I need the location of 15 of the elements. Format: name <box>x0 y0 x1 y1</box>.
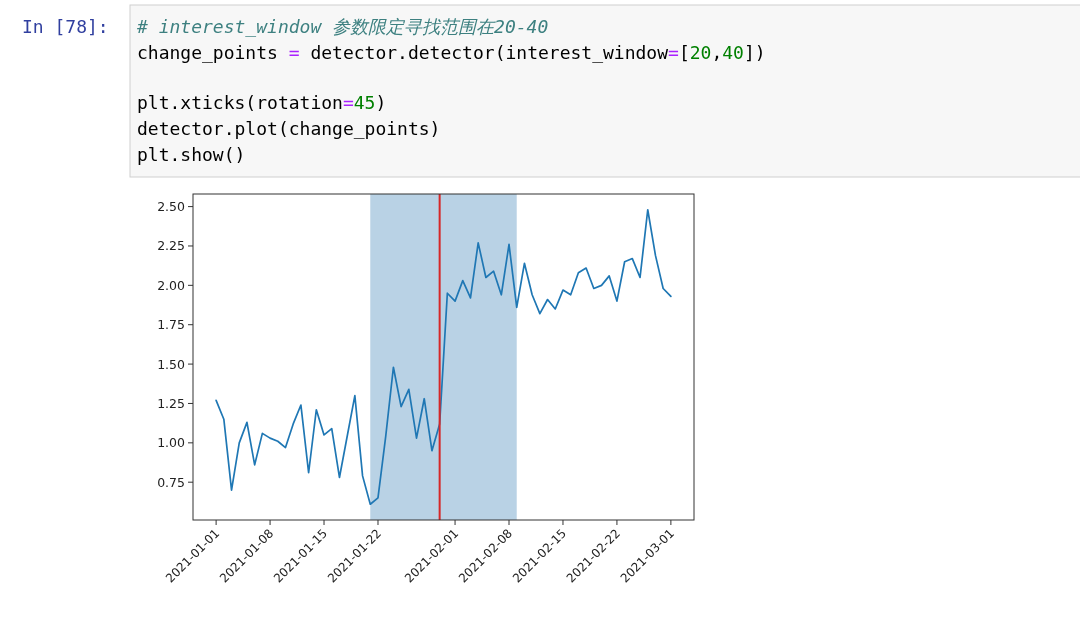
text: In [78]: <box>22 16 109 37</box>
text: # interest_window 参数限定寻找范围在20-40 <box>136 16 549 37</box>
y-tick-label: 1.00 <box>157 435 186 451</box>
y-tick-label: 1.50 <box>157 356 186 372</box>
y-tick-label: 1.25 <box>157 395 185 411</box>
y-tick-label: 0.75 <box>157 474 185 490</box>
y-tick-label: 1.75 <box>157 317 185 333</box>
y-tick-label: 2.25 <box>157 238 185 254</box>
text: plt.show() <box>137 144 246 165</box>
text: change_points = detector.detector(interest_window=[20,40]) <box>137 42 766 63</box>
y-tick-label: 2.50 <box>157 199 186 215</box>
line-series <box>215 208 672 506</box>
y-tick-label: 2.00 <box>157 277 186 293</box>
text: plt.xticks(rotation=45) <box>137 92 387 113</box>
text: detector.plot(change_points) <box>137 118 441 139</box>
